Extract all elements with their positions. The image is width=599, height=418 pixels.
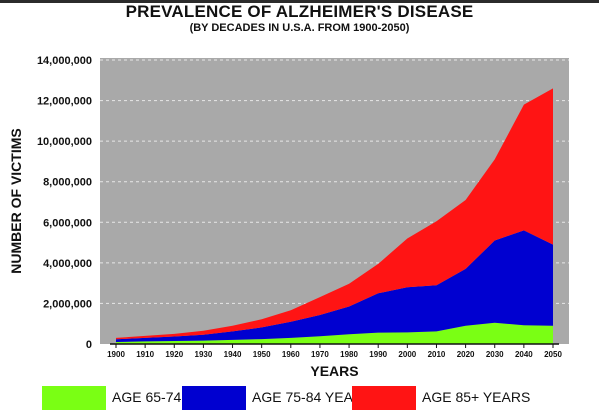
x-tick-label: 1900: [107, 350, 125, 359]
legend-swatch-red: [352, 386, 416, 410]
y-axis-label: NUMBER OF VICTIMS: [8, 128, 24, 273]
x-tick-label: 1970: [311, 350, 329, 359]
area-chart: 0 2,000,000 4,000,000 6,000,000 8,000,000 10,…: [8, 55, 569, 379]
series-areas: [116, 88, 553, 344]
y-tick-label: 0: [86, 339, 92, 351]
x-axis-label: YEARS: [310, 363, 358, 379]
legend-label: AGE 85+ YEARS: [422, 389, 531, 405]
area-age-85-plus: [116, 88, 553, 340]
x-tick-label: 2000: [398, 350, 416, 359]
x-tick-label: 1920: [165, 350, 183, 359]
x-tick-label: 2010: [428, 350, 446, 359]
x-tick-label: 1950: [253, 350, 271, 359]
x-tick-label: 1930: [195, 350, 213, 359]
axes: 0 2,000,000 4,000,000 6,000,000 8,000,000 10,…: [37, 55, 563, 359]
legend-swatch-blue: [182, 386, 246, 410]
legend-swatch-green: [42, 386, 106, 410]
area-age-65-74: [116, 322, 553, 344]
chart-subtitle: (BY DECADES IN U.S.A. FROM 1900-2050): [189, 22, 410, 34]
area-age-75-84: [116, 230, 553, 342]
legend: AGE 65-74 YEARS AGE 75-84 YEARS AGE 85+ …: [0, 384, 599, 412]
x-tick-label: 2040: [515, 350, 533, 359]
y-tick-label: 10,000,000: [37, 136, 92, 148]
y-tick-label: 4,000,000: [43, 258, 92, 270]
x-tick-label: 1960: [282, 350, 300, 359]
y-tick-label: 14,000,000: [37, 55, 92, 67]
chart-title: PREVALENCE OF ALZHEIMER'S DISEASE: [125, 2, 474, 21]
x-tick-label: 2050: [544, 350, 562, 359]
x-tick-label: 2020: [457, 350, 475, 359]
y-tick-label: 8,000,000: [43, 177, 92, 189]
y-tick-label: 2,000,000: [43, 298, 92, 310]
y-tick-label: 12,000,000: [37, 96, 92, 108]
x-tick-label: 1940: [224, 350, 242, 359]
y-tick-label: 6,000,000: [43, 217, 92, 229]
x-tick-label: 2030: [486, 350, 504, 359]
x-tick-label: 1910: [136, 350, 154, 359]
legend-label: AGE 75-84 YEARS: [252, 389, 373, 405]
x-tick-label: 1980: [340, 350, 358, 359]
x-tick-label: 1990: [369, 350, 387, 359]
top-border: [0, 0, 599, 3]
